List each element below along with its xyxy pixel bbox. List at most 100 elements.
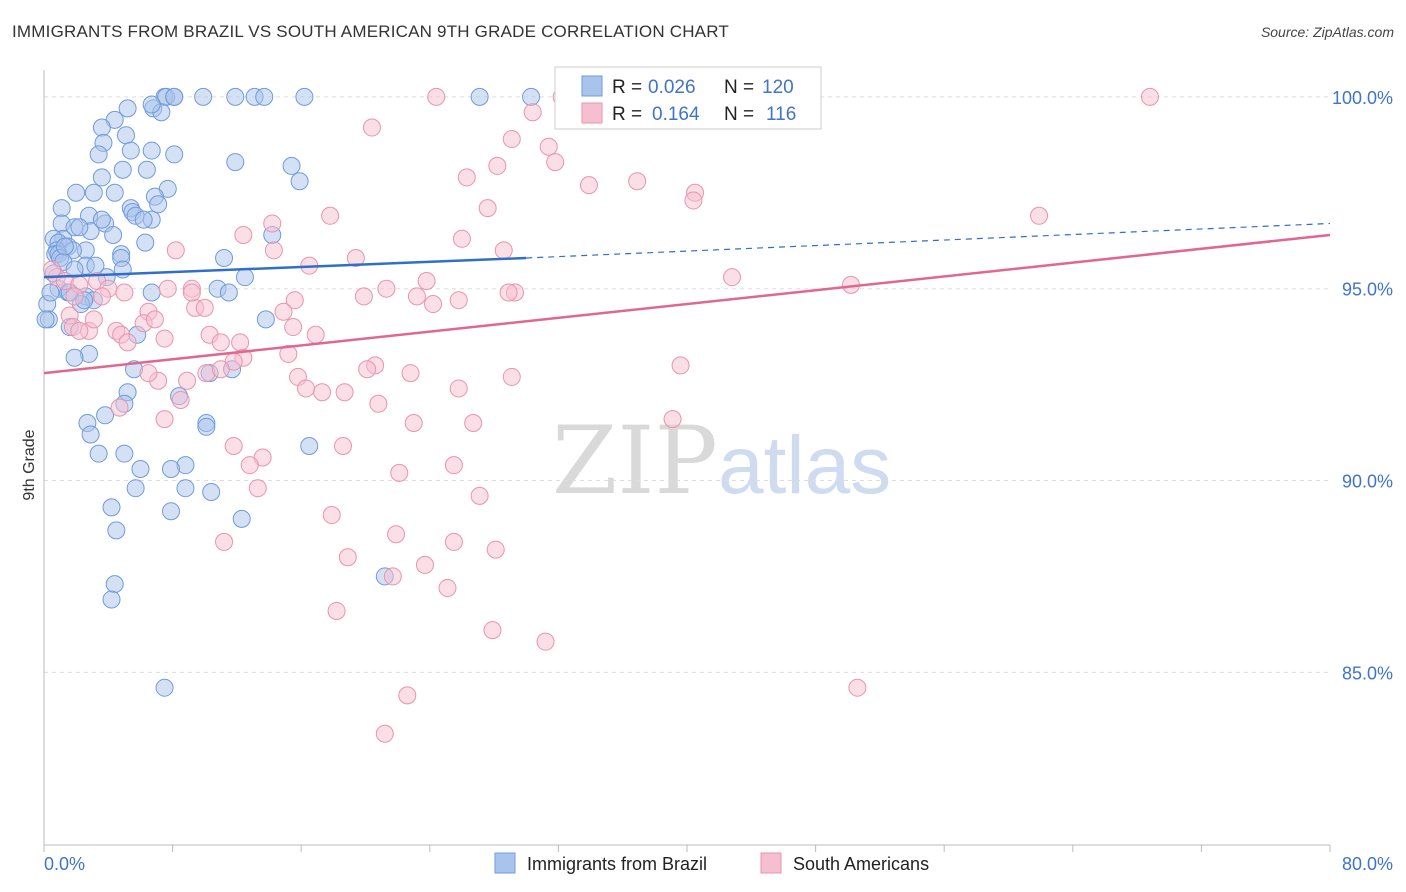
chart-title: IMMIGRANTS FROM BRAZIL VS SOUTH AMERICAN…	[12, 22, 729, 41]
south-americans-point-55	[671, 356, 690, 375]
brazil-point-100	[126, 479, 145, 498]
south-americans-point-89	[415, 555, 434, 574]
brazil-point-30	[84, 183, 103, 202]
south-americans-point-28	[377, 279, 396, 298]
brazil-point-90	[197, 417, 216, 436]
south-americans-point-20	[346, 248, 365, 267]
brazil-point-94	[89, 444, 108, 463]
south-americans-point-37	[195, 298, 214, 317]
south-americans-point-34	[424, 295, 443, 314]
brazil-point-69	[142, 283, 161, 302]
brazil-point-26	[92, 168, 111, 187]
legend-n-label-blue: N =	[724, 77, 754, 98]
south-americans-point-104	[92, 287, 111, 306]
trendline-brazil	[43, 256, 527, 279]
south-americans-point-93	[483, 621, 502, 640]
stats-legend: R = 0.026 N = 120 R = 0.164 N = 116	[554, 66, 822, 130]
brazil-point-106	[105, 575, 124, 594]
brazil-point-87	[96, 406, 115, 425]
south-americans-point-27	[354, 287, 373, 306]
legend-r-label-blue: R =	[612, 77, 642, 98]
south-americans-point-48	[231, 333, 250, 352]
south-americans-point-14	[321, 206, 340, 225]
south-americans-point-8	[546, 153, 565, 172]
south-americans-point-78	[240, 456, 259, 475]
brazil-point-99	[202, 483, 221, 502]
south-americans-point-113	[84, 310, 103, 329]
brazil-point-101	[102, 498, 121, 517]
south-americans-point-94	[536, 632, 555, 651]
brazil-point-23	[282, 156, 301, 175]
x-tick-label-0: 0.0%	[44, 854, 85, 874]
brazil-point-5	[226, 87, 245, 106]
brazil-point-91	[81, 425, 100, 444]
bottom-legend-label-blue: Immigrants from Brazil	[527, 854, 707, 874]
south-americans-point-23	[723, 268, 742, 287]
south-americans-point-109	[115, 283, 134, 302]
brazil-point-117	[136, 233, 155, 252]
south-americans-point-63	[139, 364, 158, 383]
brazil-point-64	[235, 268, 254, 287]
legend-n-label-pink: N =	[724, 104, 754, 125]
brazil-point-110	[70, 218, 89, 237]
brazil-point-18	[121, 141, 140, 160]
brazil-point-77	[256, 310, 275, 329]
south-americans-point-83	[322, 506, 341, 525]
south-americans-point-85	[444, 532, 463, 551]
x-tick-label-1: 80.0%	[1342, 854, 1393, 874]
brazil-point-59	[215, 248, 234, 267]
trendline-brazil-dashed	[526, 222, 1331, 259]
legend-r-value-blue: 0.026	[648, 77, 696, 98]
south-americans-point-62	[178, 371, 197, 390]
brazil-point-112	[55, 237, 74, 256]
south-americans-point-35	[274, 302, 293, 321]
south-americans-point-6	[539, 137, 558, 156]
south-americans-point-75	[224, 436, 243, 455]
legend-r-value-pink: 0.164	[652, 104, 700, 125]
south-americans-point-61	[211, 360, 230, 379]
bottom-legend-label-pink: South Americans	[793, 854, 929, 874]
south-americans-point-81	[248, 479, 267, 498]
south-americans-point-92	[327, 601, 346, 620]
brazil-point-93	[115, 444, 134, 463]
south-americans-point-84	[387, 525, 406, 544]
south-americans-point-17	[234, 225, 253, 244]
series-legend: Immigrants from Brazil South Americans	[494, 852, 929, 874]
tick-labels: 100.0% 95.0% 90.0% 85.0% 0.0% 80.0%	[44, 88, 1393, 874]
south-americans-point-0	[427, 87, 446, 106]
south-americans-point-12	[684, 191, 703, 210]
south-americans-point-50	[279, 344, 298, 363]
brazil-point-27	[290, 172, 309, 191]
legend-swatch-pink	[581, 102, 603, 124]
south-americans-point-64	[449, 379, 468, 398]
brazil-point-104	[107, 521, 126, 540]
south-americans-point-15	[1030, 206, 1049, 225]
south-americans-point-54	[358, 360, 377, 379]
south-americans-point-33	[407, 287, 426, 306]
brazil-point-108	[155, 678, 174, 697]
south-americans-point-10	[628, 172, 647, 191]
south-americans-point-18	[264, 241, 283, 260]
south-americans-point-2	[1140, 87, 1159, 106]
south-americans-point-7	[488, 156, 507, 175]
south-americans-point-25	[158, 279, 177, 298]
brazil-point-102	[161, 502, 180, 521]
south-americans-point-68	[369, 394, 388, 413]
south-americans-point-90	[383, 567, 402, 586]
brazil-point-24	[137, 160, 156, 179]
bottom-legend-swatch-blue	[494, 852, 516, 874]
y-tick-label-0: 100.0%	[1332, 88, 1393, 108]
brazil-point-16	[116, 126, 135, 145]
y-tick-label-1: 95.0%	[1342, 280, 1393, 300]
south-americans-point-19	[166, 241, 185, 260]
south-americans-point-70	[110, 398, 129, 417]
brazil-point-29	[105, 183, 124, 202]
watermark-zip: ZIP	[552, 407, 718, 516]
south-americans-point-21	[494, 241, 513, 260]
south-americans-point-73	[464, 413, 483, 432]
trendlines	[43, 222, 1331, 375]
y-axis-label: 9th Grade	[21, 429, 38, 500]
brazil-point-10	[118, 99, 137, 118]
gridlines	[44, 96, 1330, 673]
brazil-point-109	[522, 87, 541, 106]
